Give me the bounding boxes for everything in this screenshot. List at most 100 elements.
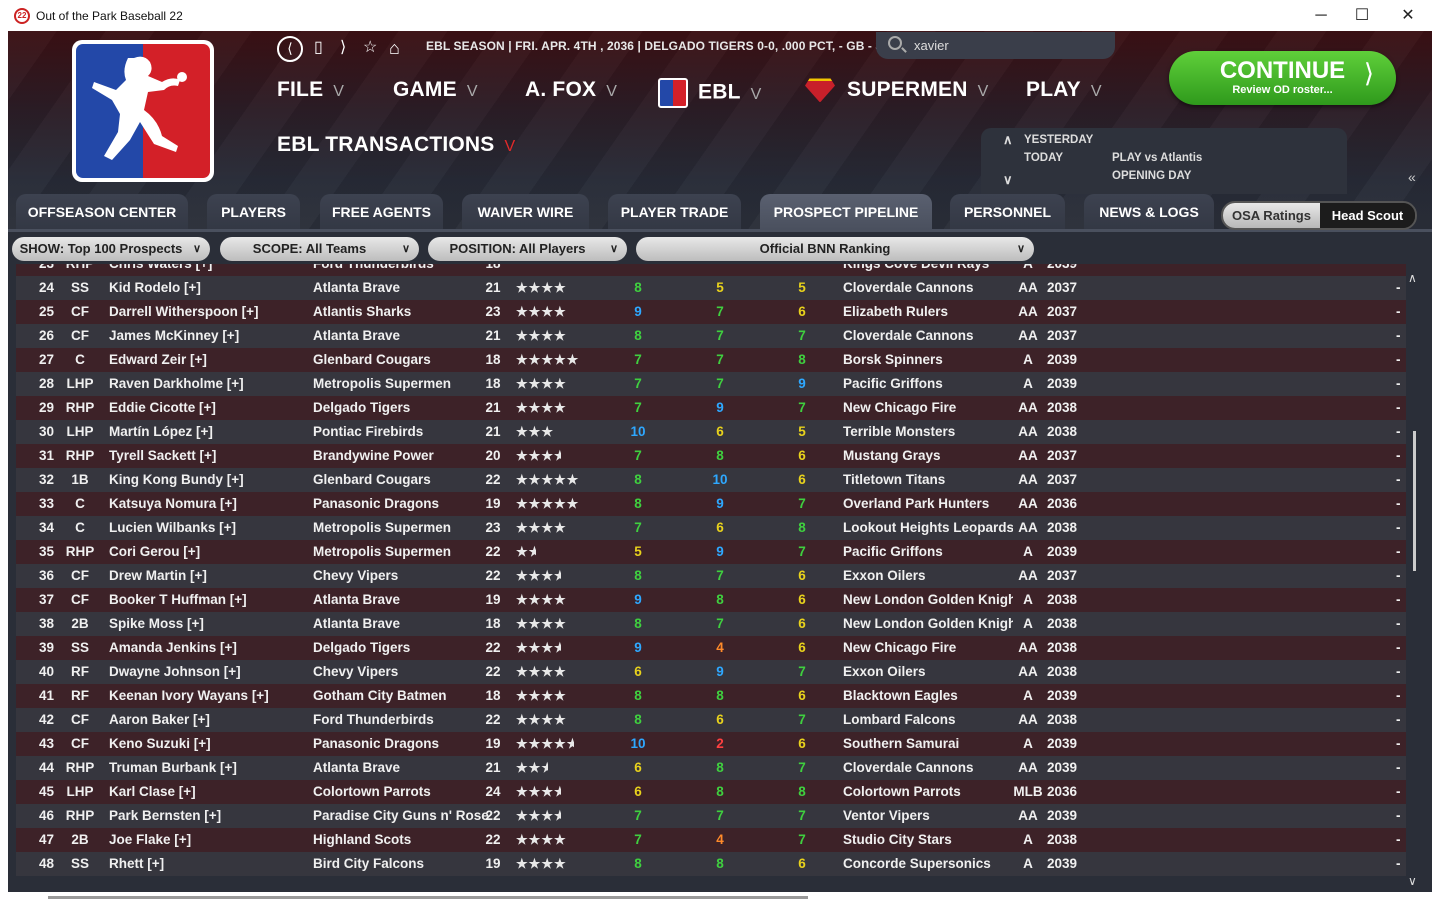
table-row[interactable]: 24 SS Kid Rodelo [+] Atlanta Brave 21 ★★★★ 8 5 5… bbox=[16, 276, 1406, 300]
expand-button[interactable]: [+] bbox=[196, 424, 213, 439]
player-name[interactable]: King Kong Bundy [+] bbox=[109, 472, 244, 487]
team-cell[interactable]: Atlantis Sharks bbox=[313, 304, 412, 319]
row-action[interactable]: - bbox=[1396, 592, 1401, 607]
row-action[interactable]: - bbox=[1396, 400, 1401, 415]
tab-waiver-wire[interactable]: WAIVER WIRE bbox=[462, 194, 589, 230]
show-filter[interactable]: SHOW: Top 100 Prospects ∨ bbox=[12, 237, 210, 261]
team-cell[interactable]: Chevy Vipers bbox=[313, 664, 399, 679]
table-row[interactable]: 27 C Edward Zeir [+] Glenbard Cougars 18 ★★★★… bbox=[16, 348, 1406, 372]
maximize-button[interactable]: ☐ bbox=[1354, 7, 1370, 24]
player-name[interactable]: Lucien Wilbanks [+] bbox=[109, 520, 237, 535]
expand-button[interactable]: [+] bbox=[220, 760, 237, 775]
table-row[interactable]: 25 CF Darrell Witherspoon [+] Atlantis Shar… bbox=[16, 300, 1406, 324]
team-cell[interactable]: Atlanta Brave bbox=[313, 760, 401, 775]
affiliate-cell[interactable]: New London Golden Knigh bbox=[843, 616, 1013, 631]
player-name[interactable]: Katsuya Nomura [+] bbox=[109, 496, 237, 511]
row-action[interactable]: - bbox=[1396, 856, 1401, 871]
schedule-yesterday[interactable]: YESTERDAY bbox=[1024, 134, 1094, 146]
affiliate-cell[interactable]: Pacific Griffons bbox=[843, 544, 943, 559]
table-row[interactable]: 32 1B King Kong Bundy [+] Glenbard Cougars 2… bbox=[16, 468, 1406, 492]
table-row[interactable]: 35 RHP Cori Gerou [+] Metropolis Supermen 22… bbox=[16, 540, 1406, 564]
expand-button[interactable]: [+] bbox=[147, 856, 165, 871]
scrollbar-thumb[interactable] bbox=[1413, 431, 1416, 571]
team-cell[interactable]: Glenbard Cougars bbox=[313, 472, 431, 487]
row-action[interactable]: - bbox=[1396, 832, 1401, 847]
table-row[interactable]: 33 C Katsuya Nomura [+] Panasonic Dragons 19… bbox=[16, 492, 1406, 516]
affiliate-cell[interactable]: Blacktown Eagles bbox=[843, 688, 958, 703]
table-row[interactable]: 48 SS Rhett [+] Bird City Falcons 19 ★★★★ 8 8 6 C… bbox=[16, 852, 1406, 876]
row-action[interactable]: - bbox=[1396, 496, 1401, 511]
row-action[interactable]: - bbox=[1396, 304, 1401, 319]
player-name[interactable]: Keno Suzuki [+] bbox=[109, 736, 211, 751]
row-action[interactable]: - bbox=[1396, 424, 1401, 439]
table-row[interactable]: 39 SS Amanda Jenkins [+] Delgado Tigers 22 ★★… bbox=[16, 636, 1406, 660]
tab-free-agents[interactable]: FREE AGENTS bbox=[320, 194, 443, 230]
expand-button[interactable]: [+] bbox=[193, 712, 210, 727]
affiliate-cell[interactable]: Overland Park Hunters bbox=[843, 496, 990, 511]
tab-personnel[interactable]: PERSONNEL bbox=[950, 194, 1065, 230]
affiliate-cell[interactable]: Cloverdale Cannons bbox=[843, 760, 974, 775]
tab-prospect-pipeline[interactable]: PROSPECT PIPELINE bbox=[760, 194, 932, 230]
table-row[interactable]: 44 RHP Truman Burbank [+] Atlanta Brave 21 ★★… bbox=[16, 756, 1406, 780]
expand-button[interactable]: [+] bbox=[204, 808, 222, 823]
team-cell[interactable]: Bird City Falcons bbox=[313, 856, 425, 871]
expand-button[interactable]: [+] bbox=[220, 640, 237, 655]
player-name[interactable]: Dwayne Johnson [+] bbox=[109, 664, 241, 679]
affiliate-cell[interactable]: New London Golden Knigh bbox=[843, 592, 1013, 607]
expand-button[interactable]: [+] bbox=[226, 376, 244, 391]
continue-button[interactable]: CONTINUE Review OD roster... ⟩ bbox=[1169, 51, 1396, 105]
team-cell[interactable]: Atlanta Brave bbox=[313, 592, 401, 607]
player-name[interactable]: Tyrell Sackett [+] bbox=[109, 448, 217, 463]
row-action[interactable]: - bbox=[1396, 280, 1401, 295]
table-row[interactable]: 46 RHP Park Bernsten [+] Paradise City Guns… bbox=[16, 804, 1406, 828]
ranking-filter[interactable]: Official BNN Ranking ∨ bbox=[636, 237, 1034, 261]
search-box[interactable]: xavier bbox=[876, 32, 1115, 59]
affiliate-cell[interactable]: Cloverdale Cannons bbox=[843, 328, 974, 343]
expand-button[interactable]: [+] bbox=[187, 616, 204, 631]
chevron-down-icon[interactable]: ∨ bbox=[1003, 172, 1013, 187]
affiliate-cell[interactable]: Exxon Oilers bbox=[843, 664, 926, 679]
player-name[interactable]: Booker T Huffman [+] bbox=[109, 592, 247, 607]
row-action[interactable]: - bbox=[1396, 544, 1401, 559]
player-name[interactable]: Karl Clase [+] bbox=[109, 784, 196, 799]
affiliate-cell[interactable]: Concorde Supersonics bbox=[843, 856, 991, 871]
menu-league[interactable]: EBL V bbox=[658, 78, 761, 108]
expand-button[interactable]: [+] bbox=[178, 784, 196, 799]
expand-button[interactable]: [+] bbox=[190, 352, 207, 367]
team-cell[interactable]: Panasonic Dragons bbox=[313, 736, 440, 751]
menu-team[interactable]: SUPERMEN V bbox=[805, 78, 989, 103]
expand-button[interactable]: [+] bbox=[251, 688, 269, 703]
row-action[interactable]: - bbox=[1396, 352, 1401, 367]
player-name[interactable]: Aaron Baker [+] bbox=[109, 712, 210, 727]
team-cell[interactable]: Ford Thunderbirds bbox=[313, 712, 434, 727]
player-name[interactable]: James McKinney [+] bbox=[109, 328, 240, 343]
team-cell[interactable]: Atlanta Brave bbox=[313, 280, 401, 295]
expand-button[interactable]: [+] bbox=[193, 736, 211, 751]
affiliate-cell[interactable]: Terrible Monsters bbox=[843, 424, 956, 439]
player-name[interactable]: Amanda Jenkins [+] bbox=[109, 640, 237, 655]
row-action[interactable]: - bbox=[1396, 520, 1401, 535]
team-cell[interactable]: Atlanta Brave bbox=[313, 616, 401, 631]
team-cell[interactable]: Chevy Vipers bbox=[313, 568, 399, 583]
table-row[interactable]: 45 LHP Karl Clase [+] Colortown Parrots 24 ★★… bbox=[16, 780, 1406, 804]
table-row[interactable]: 41 RF Keenan Ivory Wayans [+] Gotham City B… bbox=[16, 684, 1406, 708]
affiliate-cell[interactable]: Cloverdale Cannons bbox=[843, 280, 974, 295]
player-name[interactable]: Darrell Witherspoon [+] bbox=[109, 304, 259, 319]
affiliate-cell[interactable]: Ventor Vipers bbox=[843, 808, 930, 823]
team-cell[interactable]: Metropolis Supermen bbox=[313, 376, 452, 391]
player-name[interactable]: Truman Burbank [+] bbox=[109, 760, 237, 775]
team-cell[interactable]: Metropolis Supermen bbox=[313, 544, 452, 559]
team-cell[interactable]: Glenbard Cougars bbox=[313, 352, 431, 367]
row-action[interactable]: - bbox=[1396, 568, 1401, 583]
team-cell[interactable]: Metropolis Supermen bbox=[313, 520, 452, 535]
position-filter[interactable]: POSITION: All Players ∨ bbox=[428, 237, 627, 261]
affiliate-cell[interactable]: Elizabeth Rulers bbox=[843, 304, 949, 319]
tab-player-trade[interactable]: PLAYER TRADE bbox=[608, 194, 741, 230]
expand-button[interactable]: [+] bbox=[199, 400, 216, 415]
player-name[interactable]: Chris Waters [+] bbox=[109, 264, 212, 276]
table-row[interactable]: 34 C Lucien Wilbanks [+] Metropolis Superme… bbox=[16, 516, 1406, 540]
player-name[interactable]: Cori Gerou [+] bbox=[109, 544, 201, 559]
row-action[interactable]: - bbox=[1396, 616, 1401, 631]
home-icon[interactable]: ⌂ bbox=[389, 38, 400, 58]
back-icon[interactable]: ⟨ bbox=[277, 36, 303, 62]
